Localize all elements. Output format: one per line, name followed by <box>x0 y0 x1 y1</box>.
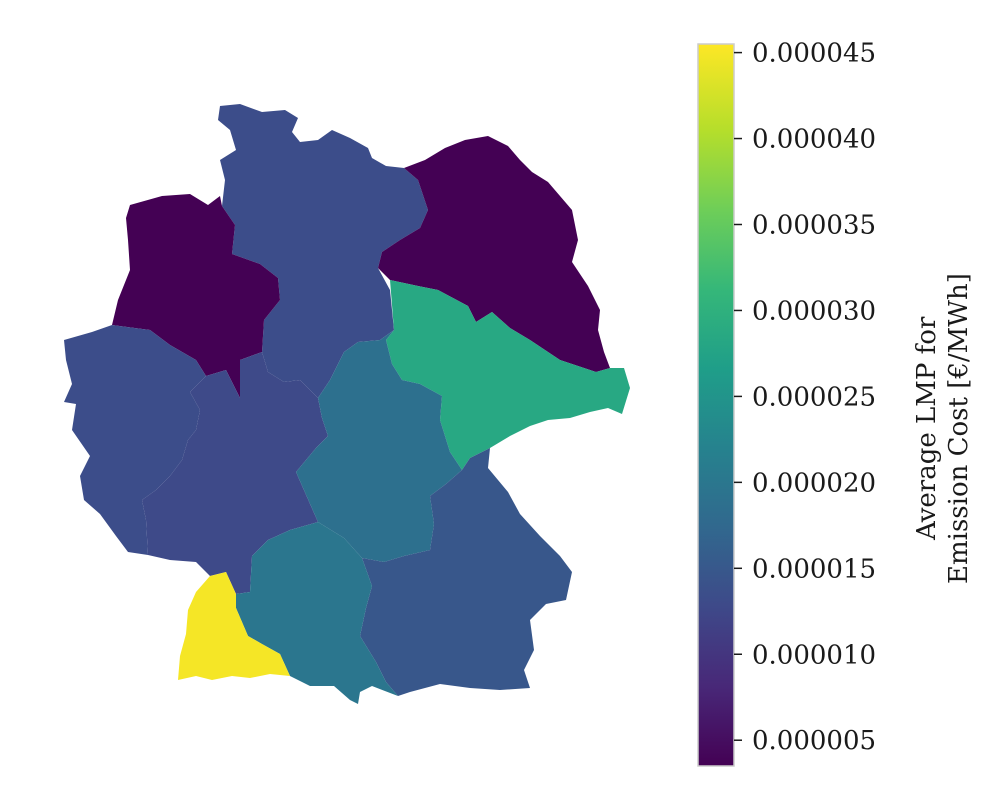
region-hesse <box>142 352 328 594</box>
region-lower-saxony <box>112 194 280 398</box>
region-brandenburg-berlin-mv <box>378 136 610 372</box>
map-regions <box>64 104 630 704</box>
colorbar-tick-label: 0.000005 <box>752 726 876 756</box>
region-thuringia <box>296 330 462 562</box>
colorbar-tick-label: 0.000040 <box>752 125 876 155</box>
colorbar-tick-label: 0.000045 <box>752 39 876 69</box>
region-baden-wuerttemberg-north <box>236 522 398 704</box>
colorbar-tick-label: 0.000015 <box>752 554 876 584</box>
region-bavaria-north <box>360 448 572 696</box>
colorbar-ticks: 0.000005 0.000010 0.000015 0.000020 0.000025… <box>734 39 876 756</box>
region-baden-wuerttemberg-south <box>178 572 290 680</box>
colorbar-tick-label: 0.000030 <box>752 296 876 326</box>
colorbar: 0.000005 0.000010 0.000015 0.000020 0.000025… <box>697 39 974 767</box>
colorbar-title-line1: Average LMP for <box>912 316 942 541</box>
colorbar-tick-label: 0.000020 <box>752 468 876 498</box>
colorbar-tick-label: 0.000010 <box>752 640 876 670</box>
colorbar-title-line2: Emission Cost [€/MWh] <box>944 273 974 584</box>
region-saxony-anhalt-saxony <box>386 280 630 470</box>
region-schleswig-holstein-hamburg <box>218 104 428 398</box>
colorbar-tick-label: 0.000025 <box>752 382 876 412</box>
region-north-rhine-westphalia <box>64 325 206 555</box>
colorbar-gradient <box>697 43 735 767</box>
colorbar-tick-label: 0.000035 <box>752 211 876 241</box>
